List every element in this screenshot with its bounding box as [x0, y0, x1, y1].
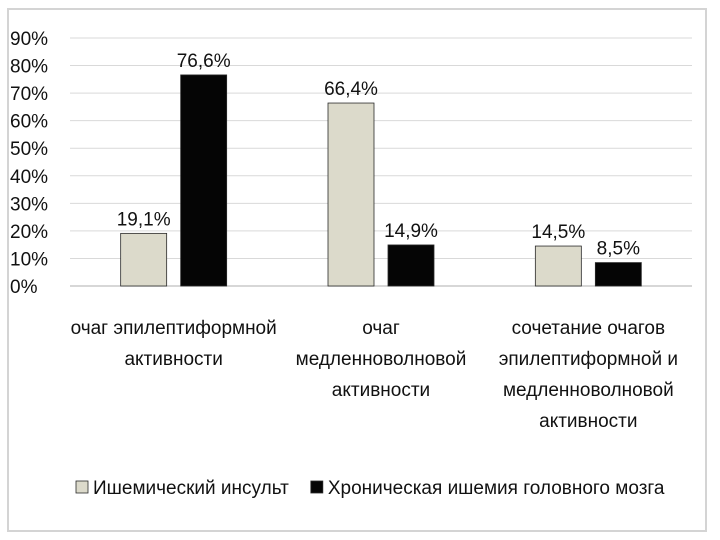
- y-tick-label: 80%: [10, 57, 48, 78]
- data-label: 14,5%: [531, 222, 585, 243]
- data-label: 66,4%: [324, 79, 378, 100]
- y-tick-label: 0%: [10, 277, 38, 298]
- bar: [120, 232, 168, 287]
- y-tick-label: 70%: [10, 84, 48, 105]
- category-label-line: очаг: [362, 318, 400, 339]
- gridlines: [70, 37, 692, 287]
- y-tick-label: 90%: [10, 29, 48, 50]
- y-tick-label: 10%: [10, 249, 48, 270]
- data-label: 76,6%: [177, 51, 231, 72]
- bar: [327, 102, 375, 287]
- category-label-line: очаг эпилептиформной: [71, 318, 277, 339]
- legend-label: Ишемический инсульт: [93, 478, 289, 499]
- category-label-line: эпилептиформной и: [499, 349, 678, 370]
- legend-swatch: [310, 480, 324, 494]
- y-tick-label: 40%: [10, 167, 48, 188]
- legend-label: Хроническая ишемия головного мозга: [328, 478, 665, 499]
- y-tick-label: 20%: [10, 222, 48, 243]
- bar: [180, 74, 228, 287]
- legend: Ишемический инсульт Хроническая ишемия го…: [75, 478, 665, 499]
- data-label: 8,5%: [597, 239, 640, 260]
- bar: [534, 245, 582, 287]
- category-label: очаг эпилептиформной активности: [71, 318, 277, 370]
- bars: [120, 74, 642, 287]
- category-label-line: активности: [332, 380, 430, 401]
- data-label: 14,9%: [384, 221, 438, 242]
- bar: [594, 262, 642, 287]
- category-labels: очаг эпилептиформной активности очаг медлен…: [71, 318, 678, 432]
- data-labels: 19,1% 76,6% 66,4% 14,9% 14,5% 8,5%: [117, 51, 640, 260]
- category-label: очаг медленноволновой активности: [296, 318, 467, 401]
- data-label: 19,1%: [117, 209, 171, 230]
- bar: [387, 244, 435, 287]
- y-tick-label: 50%: [10, 139, 48, 160]
- y-axis-ticks: 0% 10% 20% 30% 40% 50% 60% 70% 80% 90%: [10, 29, 48, 298]
- category-label: сочетание очагов эпилептиформной и медленн…: [499, 318, 678, 432]
- y-tick-label: 60%: [10, 112, 48, 133]
- category-label-line: активности: [539, 411, 637, 432]
- category-label-line: медленноволновой: [503, 380, 674, 401]
- category-label-line: медленноволновой: [296, 349, 467, 370]
- category-label-line: активности: [124, 349, 222, 370]
- legend-swatch: [75, 480, 89, 494]
- y-tick-label: 30%: [10, 194, 48, 215]
- category-label-line: сочетание очагов: [512, 318, 666, 339]
